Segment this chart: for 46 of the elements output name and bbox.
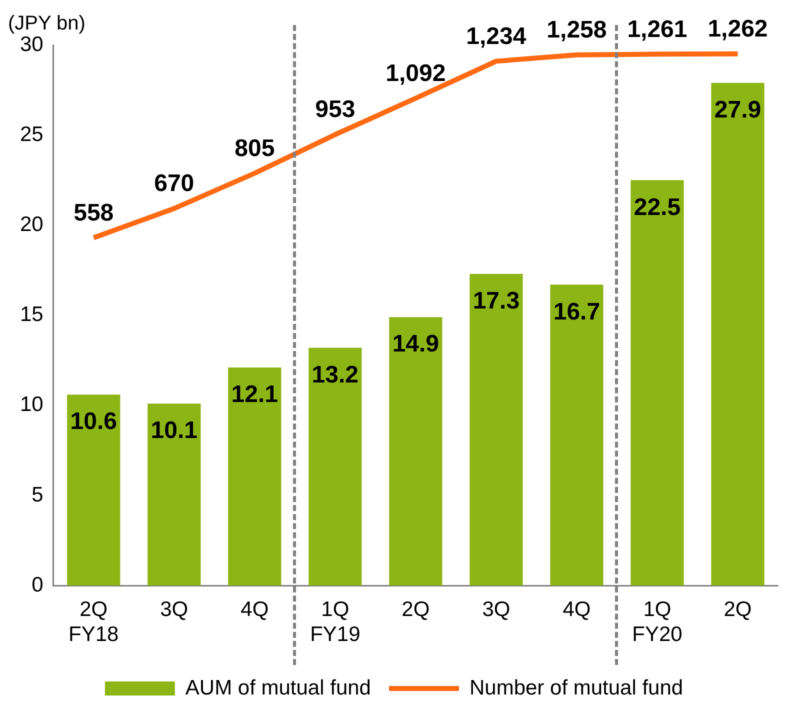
data-label: 1,262 [708, 16, 768, 43]
x-tick-label: 2Q [402, 598, 430, 621]
data-label: 10.6 [70, 408, 117, 436]
x-tick-label: 2Q FY18 [68, 598, 119, 646]
x-tick-label: 2Q [724, 598, 752, 621]
y-tick-label: 20 [20, 212, 44, 236]
bar [308, 348, 362, 586]
data-label: 1,092 [386, 60, 446, 87]
x-tick-label: 3Q [482, 598, 510, 621]
bar [470, 274, 523, 586]
bar [711, 82, 764, 586]
data-label: 1,234 [466, 22, 527, 50]
bar [228, 368, 282, 586]
x-tick-label: 3Q [160, 598, 188, 621]
x-tick-label: 1Q FY19 [310, 598, 360, 646]
y-axis-title: (JPY bn) [8, 12, 86, 35]
x-tick-label: 1Q FY20 [632, 598, 682, 646]
bar [389, 317, 442, 586]
y-tick-label: 30 [20, 32, 44, 56]
data-label: 12.1 [231, 381, 278, 408]
data-label: 1,258 [546, 16, 607, 44]
y-tick-label: 15 [20, 303, 44, 326]
data-label: 27.9 [714, 96, 762, 124]
bar [550, 284, 604, 586]
data-label: 558 [74, 199, 114, 226]
data-label: 14.9 [392, 330, 440, 358]
data-label: 10.1 [150, 417, 198, 444]
bar [67, 394, 120, 586]
legend-label: AUM of mutual fund [185, 676, 371, 700]
x-tick-label: 4Q [240, 598, 269, 621]
data-label: 16.7 [553, 298, 600, 326]
bar [148, 404, 201, 586]
data-label: 17.3 [472, 287, 520, 314]
y-tick-label: 10 [20, 393, 44, 416]
data-label: 13.2 [312, 361, 359, 388]
y-tick-label: 5 [32, 483, 44, 506]
data-label: 953 [315, 96, 356, 124]
data-label: 670 [154, 170, 194, 198]
data-label: 22.5 [634, 194, 681, 221]
legend-label: Number of mutual fund [469, 676, 684, 700]
bar [630, 180, 684, 586]
y-tick-label: 25 [20, 122, 44, 146]
data-label: 805 [234, 134, 275, 162]
y-tick-label: 0 [32, 573, 44, 596]
data-label: 1,261 [627, 16, 688, 43]
x-tick-label: 4Q [562, 598, 591, 621]
